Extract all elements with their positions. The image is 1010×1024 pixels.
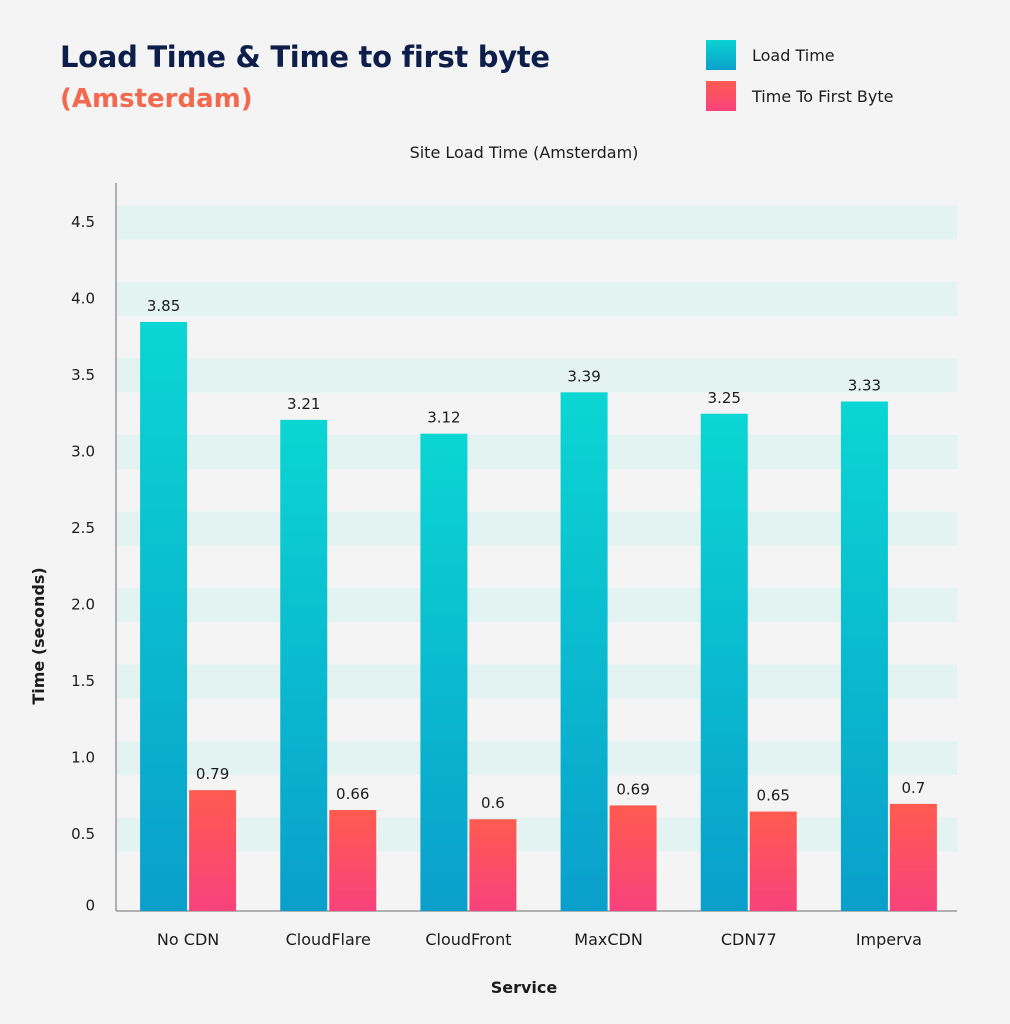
legend-label-ttfb: Time To First Byte [752,86,894,106]
bar-ttfb [889,803,937,911]
x-tick-label: CloudFront [425,930,511,949]
x-tick-label: CloudFlare [286,930,371,949]
grid-band [116,358,957,393]
legend: Load Time Time To First Byte [706,40,894,122]
legend-item-load-time: Load Time [706,40,894,70]
bars [140,321,937,912]
legend-item-ttfb: Time To First Byte [706,81,894,111]
y-tick-label: 4.0 [71,290,95,308]
value-label-load-time: 3.33 [848,377,881,395]
y-tick-label: 0 [85,897,95,915]
axes [115,183,957,912]
x-axis-label: Service [491,978,558,997]
bar-ttfb [609,805,657,911]
value-label-ttfb: 0.69 [616,780,649,798]
bar-load-time [280,419,328,911]
grid-band [116,511,957,546]
value-label-ttfb: 0.65 [757,787,790,805]
value-label-load-time: 3.12 [427,409,460,427]
y-tick-label: 0.5 [71,825,95,843]
value-label-ttfb: 0.66 [336,785,369,803]
page-subtitle: (Amsterdam) [60,84,253,114]
bar-load-time [700,413,748,911]
value-label-ttfb: 0.7 [901,779,925,797]
y-axis-label: Time (seconds) [29,567,48,704]
y-tick-label: 3.0 [71,443,95,461]
labels: 0 0.5 1.0 1.5 2.0 2.5 3.0 3.5 4.0 4.5 3.85 0.79 No C… [71,213,925,949]
bar-ttfb [749,811,797,911]
bar-ttfb [469,819,517,911]
grid-band [116,282,957,316]
grid-bands [116,205,957,852]
x-tick-label: CDN77 [721,930,777,949]
bar-load-time [560,392,608,912]
value-label-ttfb: 0.6 [481,794,505,812]
grid-band [116,435,957,469]
y-tick-label: 1.5 [71,672,95,690]
x-tick-label: No CDN [157,930,219,949]
grid-band [116,664,957,699]
grid-band [116,741,957,775]
bar-load-time [140,321,188,911]
x-tick-label: Imperva [856,930,922,949]
value-label-ttfb: 0.79 [196,765,229,783]
chart-title: Site Load Time (Amsterdam) [410,143,639,162]
y-tick-label: 2.0 [71,596,95,614]
legend-swatch-ttfb [706,81,736,111]
legend-swatch-load-time [706,40,736,70]
bar-load-time [840,401,888,911]
y-tick-label: 1.0 [71,749,95,767]
bar-load-time [420,433,468,911]
bar-ttfb [329,810,377,911]
bar-ttfb [189,790,237,911]
x-tick-label: MaxCDN [574,930,643,949]
legend-label-load-time: Load Time [752,45,835,65]
value-label-load-time: 3.39 [567,367,600,385]
page-title: Load Time & Time to first byte [60,40,550,74]
value-label-load-time: 3.21 [287,395,320,413]
value-label-load-time: 3.85 [147,297,180,315]
y-tick-label: 4.5 [71,213,95,231]
y-tick-label: 3.5 [71,366,95,384]
grid-band [116,588,957,622]
y-tick-label: 2.5 [71,519,95,537]
grid-band [116,817,957,852]
value-label-load-time: 3.25 [708,389,741,407]
grid-band [116,205,957,240]
